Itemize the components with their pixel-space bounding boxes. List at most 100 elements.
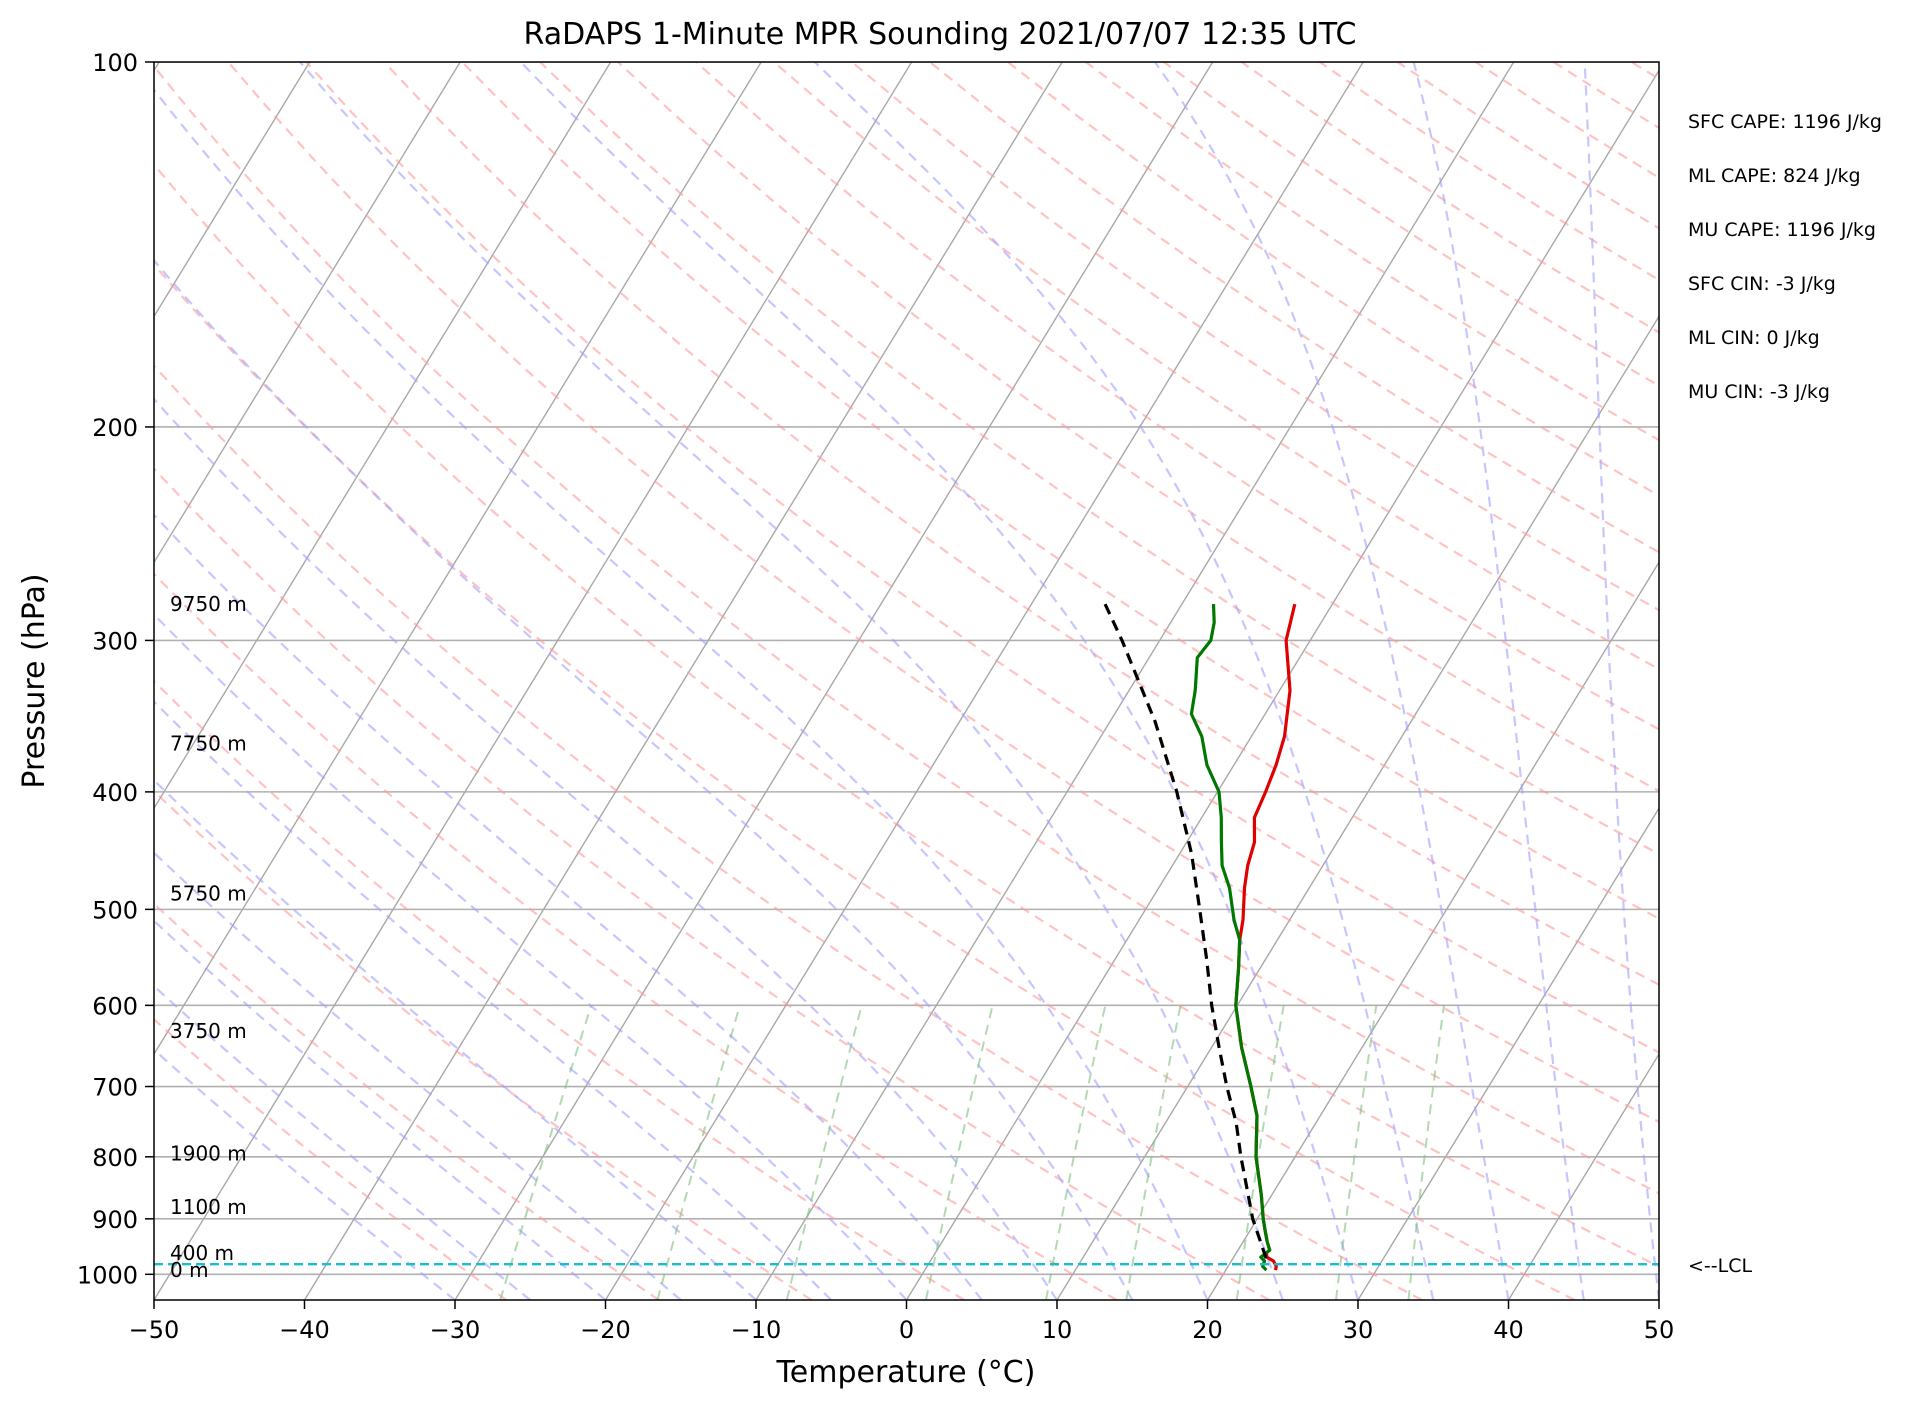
dry-adiabat-line [1474,62,1659,179]
data-lines [154,603,1659,1272]
dry-adiabat-line [1085,62,1659,442]
moist-adiabat-line [154,397,1058,1300]
dry-adiabat-line [383,62,1659,986]
height-label: 1100 m [170,1195,247,1219]
x-tick-label: −20 [580,1316,631,1344]
height-labels: 9750 m 7750 m 5750 m 3750 m 1900 m 1100 m 400 … [170,592,247,1282]
mixing-ratio-line [1045,1005,1107,1300]
dry-adiabat-line [461,62,1659,920]
dry-adiabat-line [617,62,1659,793]
isotherm-line [1206,560,1659,1300]
index-label: ML CAPE: 824 J/kg [1688,165,1861,187]
dry-adiabat-line [154,467,1270,1300]
height-label: 0 m [170,1258,209,1282]
y-tick-label: 900 [92,1206,138,1234]
x-tick-label: 30 [1343,1316,1374,1344]
mixing-ratio-line [1407,1005,1445,1300]
dry-adiabat-line [1240,62,1659,334]
x-tick-label: 0 [899,1316,914,1344]
isotherm-line [1507,1052,1659,1300]
dry-adiabat-line [154,572,1118,1300]
dry-adiabat-line [851,62,1659,612]
moist-adiabat-line [1412,62,1585,1300]
dry-adiabat-line [154,64,1659,1195]
isotherm-line [303,62,1063,1300]
x-tick-label: −10 [731,1316,782,1344]
isotherm-line [604,62,1364,1300]
index-label: SFC CAPE: 1196 J/kg [1688,111,1882,133]
chart-title: RaDAPS 1-Minute MPR Sounding 2021/07/07 … [524,17,1357,52]
isotherm-line [1357,806,1659,1300]
y-axis: 100 200 300 400 500 600 700 800 900 1000 [77,49,154,1289]
moist-adiabat-line [154,984,531,1300]
y-tick-label: 1000 [77,1261,138,1289]
mixing-ratio-line [1235,1005,1285,1300]
height-label: 9750 m [170,592,247,616]
dry-adiabat-line [1630,62,1659,81]
mixing-ratio-line [656,1005,741,1300]
y-tick-label: 500 [92,896,138,924]
instability-indices: SFC CAPE: 1196 J/kg ML CAPE: 824 J/kg MU C… [1688,111,1882,403]
x-tick-label: 10 [1042,1316,1073,1344]
isotherm-line [0,62,9,1300]
isotherm-line [755,62,1515,1300]
y-tick-label: 400 [92,779,138,807]
y-tick-label: 100 [92,49,138,77]
moist-adiabat-line [813,62,1435,1300]
isotherm-line [1658,1298,1659,1300]
height-label: 5750 m [170,881,247,905]
index-label: ML CIN: 0 J/kg [1688,327,1820,349]
y-tick-label: 200 [92,414,138,442]
isotherm-line [154,62,913,1300]
y-tick-label: 800 [92,1144,138,1172]
lcl-label: <--LCL [1688,1255,1752,1277]
x-tick-label: 20 [1192,1316,1223,1344]
x-tick-label: −40 [279,1316,330,1344]
y-tick-label: 600 [92,992,138,1020]
x-tick-label: 50 [1644,1316,1675,1344]
y-axis-label: Pressure (hPa) [17,573,52,788]
dry-adiabat-line [227,62,1659,1124]
isotherm-line [154,62,461,564]
isotherm-line [154,62,762,1056]
index-label: SFC CIN: -3 J/kg [1688,273,1836,295]
index-label: MU CAPE: 1196 J/kg [1688,219,1876,241]
x-axis-label: Temperature (°C) [776,1355,1036,1390]
moist-adiabat-line [154,700,833,1300]
moist-adiabat-line [154,612,908,1300]
dry-adiabat-line [154,789,813,1300]
dry-adiabat-line [154,902,660,1300]
dry-adiabat-line [154,262,1576,1300]
index-label: MU CIN: -3 J/kg [1688,381,1830,403]
x-tick-label: −30 [430,1316,481,1344]
background-lines [0,62,1659,1300]
moist-adiabat-line [1153,62,1510,1300]
height-label: 7750 m [170,732,247,756]
mixing-ratio-line [924,1005,994,1300]
dry-adiabat-line [539,62,1659,856]
mixing-ratio-line [1125,1005,1182,1300]
isotherm-line [154,62,311,318]
parcel-profile-line [1103,603,1268,1259]
isotherm-line [454,62,1214,1300]
x-tick-label: −50 [129,1316,180,1344]
dry-adiabat-line [1007,62,1659,497]
height-label: 400 m [170,1241,234,1265]
dry-adiabat-line [1163,62,1659,387]
dry-adiabat-line [154,163,1659,1268]
x-tick-label: 40 [1493,1316,1524,1344]
moist-adiabat-line [154,88,1209,1300]
isotherm-line [905,69,1659,1300]
moist-adiabat-line [154,919,607,1300]
dry-adiabat-line [154,679,965,1300]
moist-adiabat-line [154,851,682,1300]
isotherm-line [1056,315,1659,1300]
y-tick-label: 700 [92,1074,138,1102]
height-label: 1900 m [170,1142,247,1166]
x-axis: −50 −40 −30 −20 −10 0 10 20 30 40 50 [129,1300,1675,1344]
mixing-ratio-line [1335,1005,1378,1300]
dry-adiabat-line [695,62,1659,731]
moist-adiabat-line [154,513,983,1300]
height-label: 3750 m [170,1019,247,1043]
